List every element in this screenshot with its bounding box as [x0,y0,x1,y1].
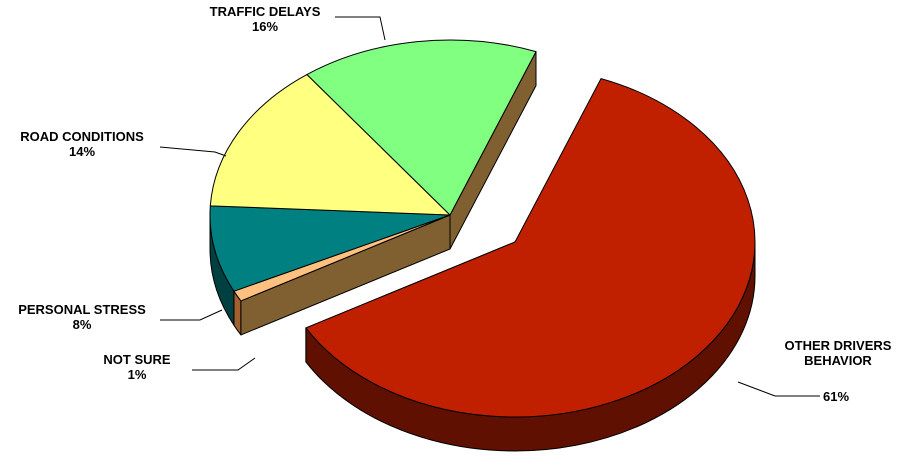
value-label-not-sure: 1% [128,367,147,382]
label-personal-stress: PERSONAL STRESS [18,302,146,317]
pie-top-layer [209,39,756,452]
label-other-drivers-behavior-line-2: BEHAVIOR [804,353,872,368]
label-traffic-delays: TRAFFIC DELAYS [210,4,321,19]
slice-traffic-delays [306,39,537,216]
leader-road-conditions [159,146,227,157]
label-road-conditions: ROAD CONDITIONS [20,129,144,144]
value-label-road-conditions: 14% [69,144,95,159]
leader-other-drivers-behavior [737,381,820,397]
label-other-drivers-behavior-line-1: OTHER DRIVERS [785,338,892,353]
slice-road-conditions [209,74,451,216]
value-label-other-drivers-behavior: 61% [823,389,849,404]
leader-lines [159,16,820,397]
leader-traffic-delays [335,16,386,41]
label-not-sure: NOT SURE [103,352,171,367]
slice-other-drivers-behavior [305,78,756,418]
leader-not-sure [192,357,256,371]
value-label-personal-stress: 8% [73,317,92,332]
value-label-traffic-delays: 16% [252,19,278,34]
slice-personal-stress [209,205,451,292]
leader-personal-stress [160,309,223,321]
